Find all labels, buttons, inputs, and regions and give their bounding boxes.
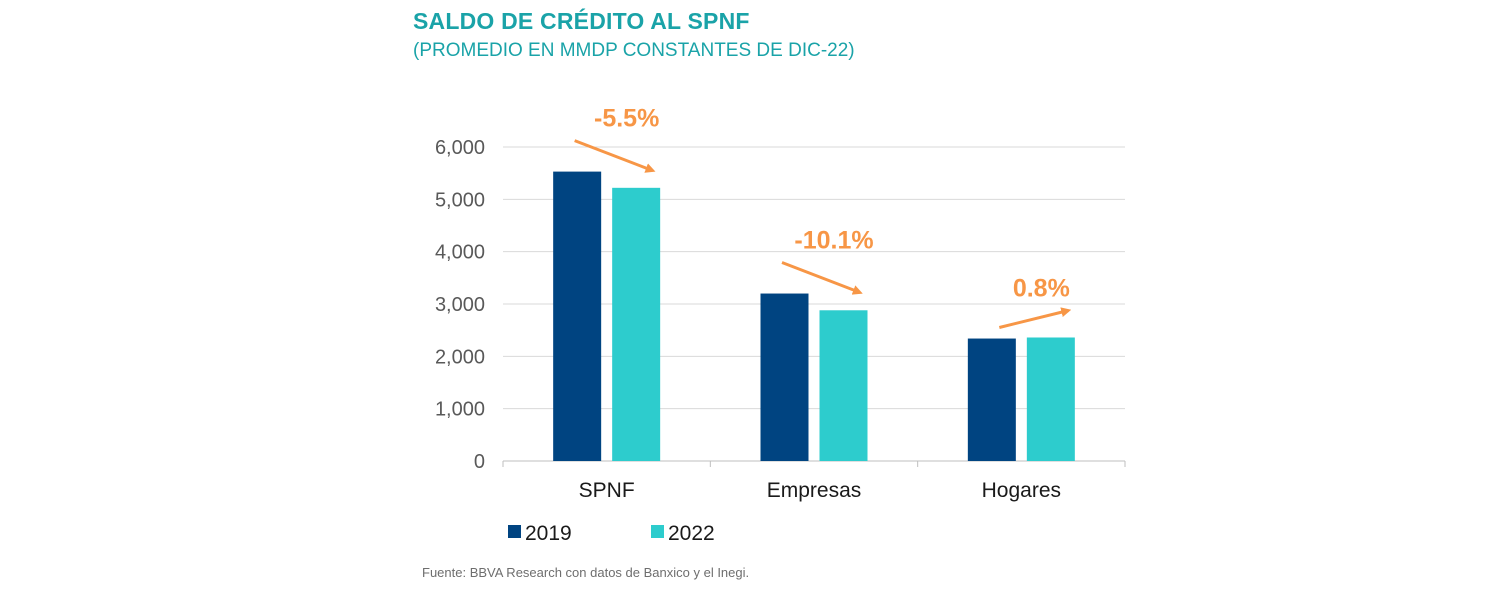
change-label: -10.1% xyxy=(794,227,873,255)
change-arrow xyxy=(781,261,863,295)
chart-subtitle: (PROMEDIO EN MMDP CONSTANTES DE DIC-22) xyxy=(413,40,855,61)
legend-label-2019: 2019 xyxy=(525,522,572,545)
change-label: 0.8% xyxy=(1013,274,1070,302)
x-tick-label: SPNF xyxy=(579,479,635,502)
legend-label-2022: 2022 xyxy=(668,522,715,545)
bar-2019-spnf xyxy=(553,171,602,461)
bar-2022-hogares xyxy=(1026,337,1075,461)
legend-swatch-2019 xyxy=(508,525,521,538)
bar-2019-empresas xyxy=(760,293,809,461)
bar-2019-hogares xyxy=(967,338,1016,461)
x-tick-label: Empresas xyxy=(767,479,862,502)
y-tick-label: 3,000 xyxy=(435,294,485,316)
source-note: Fuente: BBVA Research con datos de Banxi… xyxy=(422,565,750,580)
chart-title: SALDO DE CRÉDITO AL SPNF xyxy=(413,8,750,34)
legend-swatch-2022 xyxy=(651,525,664,538)
change-label: -5.5% xyxy=(594,105,659,133)
change-arrow xyxy=(574,139,656,173)
y-tick-label: 1,000 xyxy=(435,399,485,421)
y-tick-label: 5,000 xyxy=(435,189,485,211)
y-tick-label: 0 xyxy=(474,451,485,473)
bar-2022-spnf xyxy=(612,187,661,461)
y-tick-label: 2,000 xyxy=(435,346,485,368)
y-tick-label: 6,000 xyxy=(435,137,485,159)
x-tick-label: Hogares xyxy=(982,479,1061,502)
y-tick-label: 4,000 xyxy=(435,242,485,264)
bar-2022-empresas xyxy=(819,310,868,461)
change-arrow xyxy=(998,307,1072,329)
